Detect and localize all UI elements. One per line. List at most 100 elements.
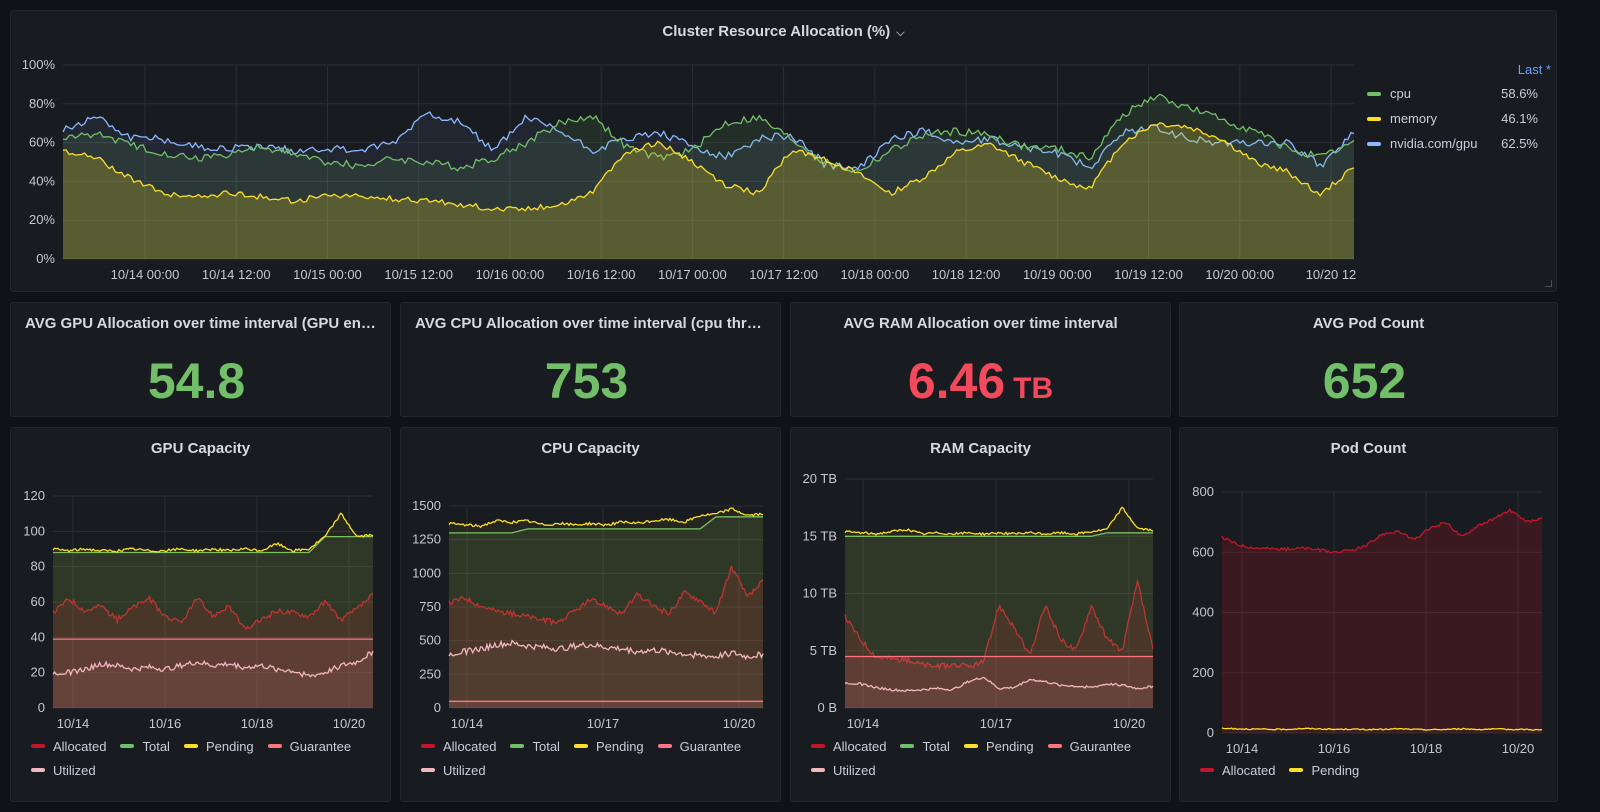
stat-title[interactable]: AVG GPU Allocation over time interval (G…	[25, 315, 383, 332]
legend-item-total[interactable]: Total	[120, 734, 170, 758]
panel-title[interactable]: RAM Capacity	[930, 440, 1031, 457]
legend-swatch	[573, 744, 588, 748]
series-line-cpu	[62, 93, 1355, 173]
legend-item-allocated[interactable]: Allocated	[421, 734, 496, 758]
x-tick-label: 10/15 12:00	[384, 267, 453, 282]
legend-item-gaurantee[interactable]: Gaurantee	[1047, 734, 1131, 758]
stat-value: 652	[1180, 351, 1557, 419]
legend-swatch	[1047, 744, 1062, 748]
series-area-gaurantee	[845, 656, 1153, 708]
y-tick-label: 40	[31, 629, 45, 644]
legend-item-allocated[interactable]: Allocated	[811, 734, 886, 758]
legend-swatch	[963, 744, 978, 748]
ram-capacity-chart: 0 B 5 TB 10 TB 15 TB 20 TB 10/14 10/17 10/20	[803, 471, 1154, 731]
legend-item-utilized[interactable]: Utilized	[811, 758, 876, 782]
series-line-allocated	[844, 578, 1154, 671]
legend-label: Total	[142, 738, 170, 754]
ram-capacity-panel: RAM Capacity 0 B 5 TB 10 TB 15 TB 20 TB 10/14…	[790, 427, 1171, 802]
series-area-guarantee	[449, 701, 763, 708]
chart-legend: Allocated Total Pending Gaurantee Utilized	[811, 734, 1160, 782]
legend-item-total[interactable]: Total	[510, 734, 560, 758]
resize-handle[interactable]	[1545, 280, 1552, 287]
chevron-down-icon[interactable]: ⌵	[896, 27, 905, 39]
stat-unit: TB	[1013, 372, 1054, 405]
stat-value: 54.8	[11, 351, 390, 419]
series-line-nvidiacomgpu	[62, 111, 1355, 171]
legend-swatch	[1367, 116, 1381, 121]
y-tick-label: 5 TB	[810, 643, 837, 658]
legend-item-allocated[interactable]: Allocated	[1200, 758, 1275, 782]
legend-label: Total	[532, 738, 560, 754]
y-tick-label: 120	[23, 488, 45, 503]
panel-title[interactable]: Pod Count	[1330, 440, 1407, 457]
legend-item-pending[interactable]: Pending	[1289, 758, 1359, 782]
cluster-allocation-panel: Cluster Resource Allocation (%) ⌵ 0% 20% 40…	[10, 10, 1557, 292]
legend-item-pending[interactable]: Pending	[963, 734, 1034, 758]
y-tick-label: 0 B	[817, 700, 837, 715]
panel-title[interactable]: Cluster Resource Allocation (%) ⌵	[662, 23, 905, 40]
x-tick-label: 10/20 12	[1306, 267, 1357, 282]
series-area-allocated	[53, 593, 373, 708]
legend-item-total[interactable]: Total	[900, 734, 950, 758]
x-tick-label: 10/14	[57, 716, 90, 731]
series-area-allocated	[449, 565, 763, 708]
y-tick-label: 80	[31, 559, 45, 574]
legend-item-pending[interactable]: Pending	[183, 734, 254, 758]
chart-legend: Allocated Total Pending Guarantee Utilized	[421, 734, 770, 782]
series-line-utilized	[844, 676, 1154, 693]
legend-item-guarantee[interactable]: Guarantee	[657, 734, 742, 758]
stat-title[interactable]: AVG CPU Allocation over time interval (c…	[415, 315, 768, 332]
x-tick-label: 10/18	[241, 716, 274, 731]
legend-item-utilized[interactable]: Utilized	[421, 758, 486, 782]
stat-panel-pods: AVG Pod Count 652	[1179, 302, 1558, 417]
y-tick-label: 1500	[412, 498, 441, 513]
y-tick-label: 0	[434, 700, 441, 715]
y-tick-label: 800	[1192, 484, 1214, 499]
legend-label: Pending	[1311, 762, 1360, 778]
series-area-total	[845, 532, 1153, 708]
legend-label: Pending	[205, 738, 254, 754]
series-area-total	[53, 536, 373, 708]
series-area-pending	[845, 507, 1153, 708]
series-area-pending	[449, 508, 763, 708]
series-area-utilized	[449, 640, 763, 708]
x-tick-label: 10/14	[451, 716, 484, 731]
series-line-pending	[844, 506, 1154, 536]
legend-item-cpu[interactable]: cpu 58.6%	[1367, 81, 1551, 106]
series-line-total	[53, 535, 373, 554]
x-tick-label: 10/15 00:00	[293, 267, 362, 282]
legend-value: 46.1%	[1501, 111, 1538, 126]
legend-swatch	[421, 768, 435, 772]
series-line-pending	[52, 512, 374, 553]
series-line-utilized	[448, 639, 764, 661]
gpu-capacity-panel: GPU Capacity 0 20 40 60 80 100 120 10/14 10/16 10…	[10, 427, 391, 802]
legend-swatch	[1289, 768, 1304, 772]
legend-item-nvidiacomgpu[interactable]: nvidia.com/gpu 62.5%	[1367, 131, 1551, 156]
y-tick-label: 60	[31, 594, 45, 609]
x-tick-label: 10/14	[847, 716, 880, 731]
legend-sort-header[interactable]: Last *	[1517, 62, 1551, 77]
stat-title[interactable]: AVG RAM Allocation over time interval	[843, 315, 1118, 332]
stat-panel-ram: AVG RAM Allocation over time interval 6.…	[790, 302, 1171, 417]
legend-item-allocated[interactable]: Allocated	[31, 734, 106, 758]
series-area-total	[449, 516, 763, 708]
panel-title[interactable]: CPU Capacity	[541, 440, 640, 457]
legend-label: Allocated	[53, 738, 107, 754]
series-area-memory	[63, 122, 1354, 259]
legend-item-pending[interactable]: Pending	[573, 734, 644, 758]
legend-swatch	[120, 744, 135, 748]
y-tick-label: 20 TB	[803, 471, 837, 486]
stat-panel-gpu: AVG GPU Allocation over time interval (G…	[10, 302, 391, 417]
series-area-utilized	[53, 651, 373, 708]
x-tick-label: 10/20 00:00	[1205, 267, 1274, 282]
x-tick-label: 10/20	[1502, 741, 1535, 756]
legend-label: Guarantee	[679, 738, 742, 754]
legend-item-memory[interactable]: memory 46.1%	[1367, 106, 1551, 131]
stat-value: 6.46 TB	[791, 351, 1170, 419]
chart-legend: Allocated Total Pending Guarantee Utilized	[31, 734, 380, 782]
legend-item-guarantee[interactable]: Guarantee	[267, 734, 351, 758]
x-tick-label: 10/18 12:00	[932, 267, 1001, 282]
panel-title[interactable]: GPU Capacity	[150, 440, 251, 457]
stat-title[interactable]: AVG Pod Count	[1312, 315, 1425, 332]
legend-item-utilized[interactable]: Utilized	[31, 758, 96, 782]
